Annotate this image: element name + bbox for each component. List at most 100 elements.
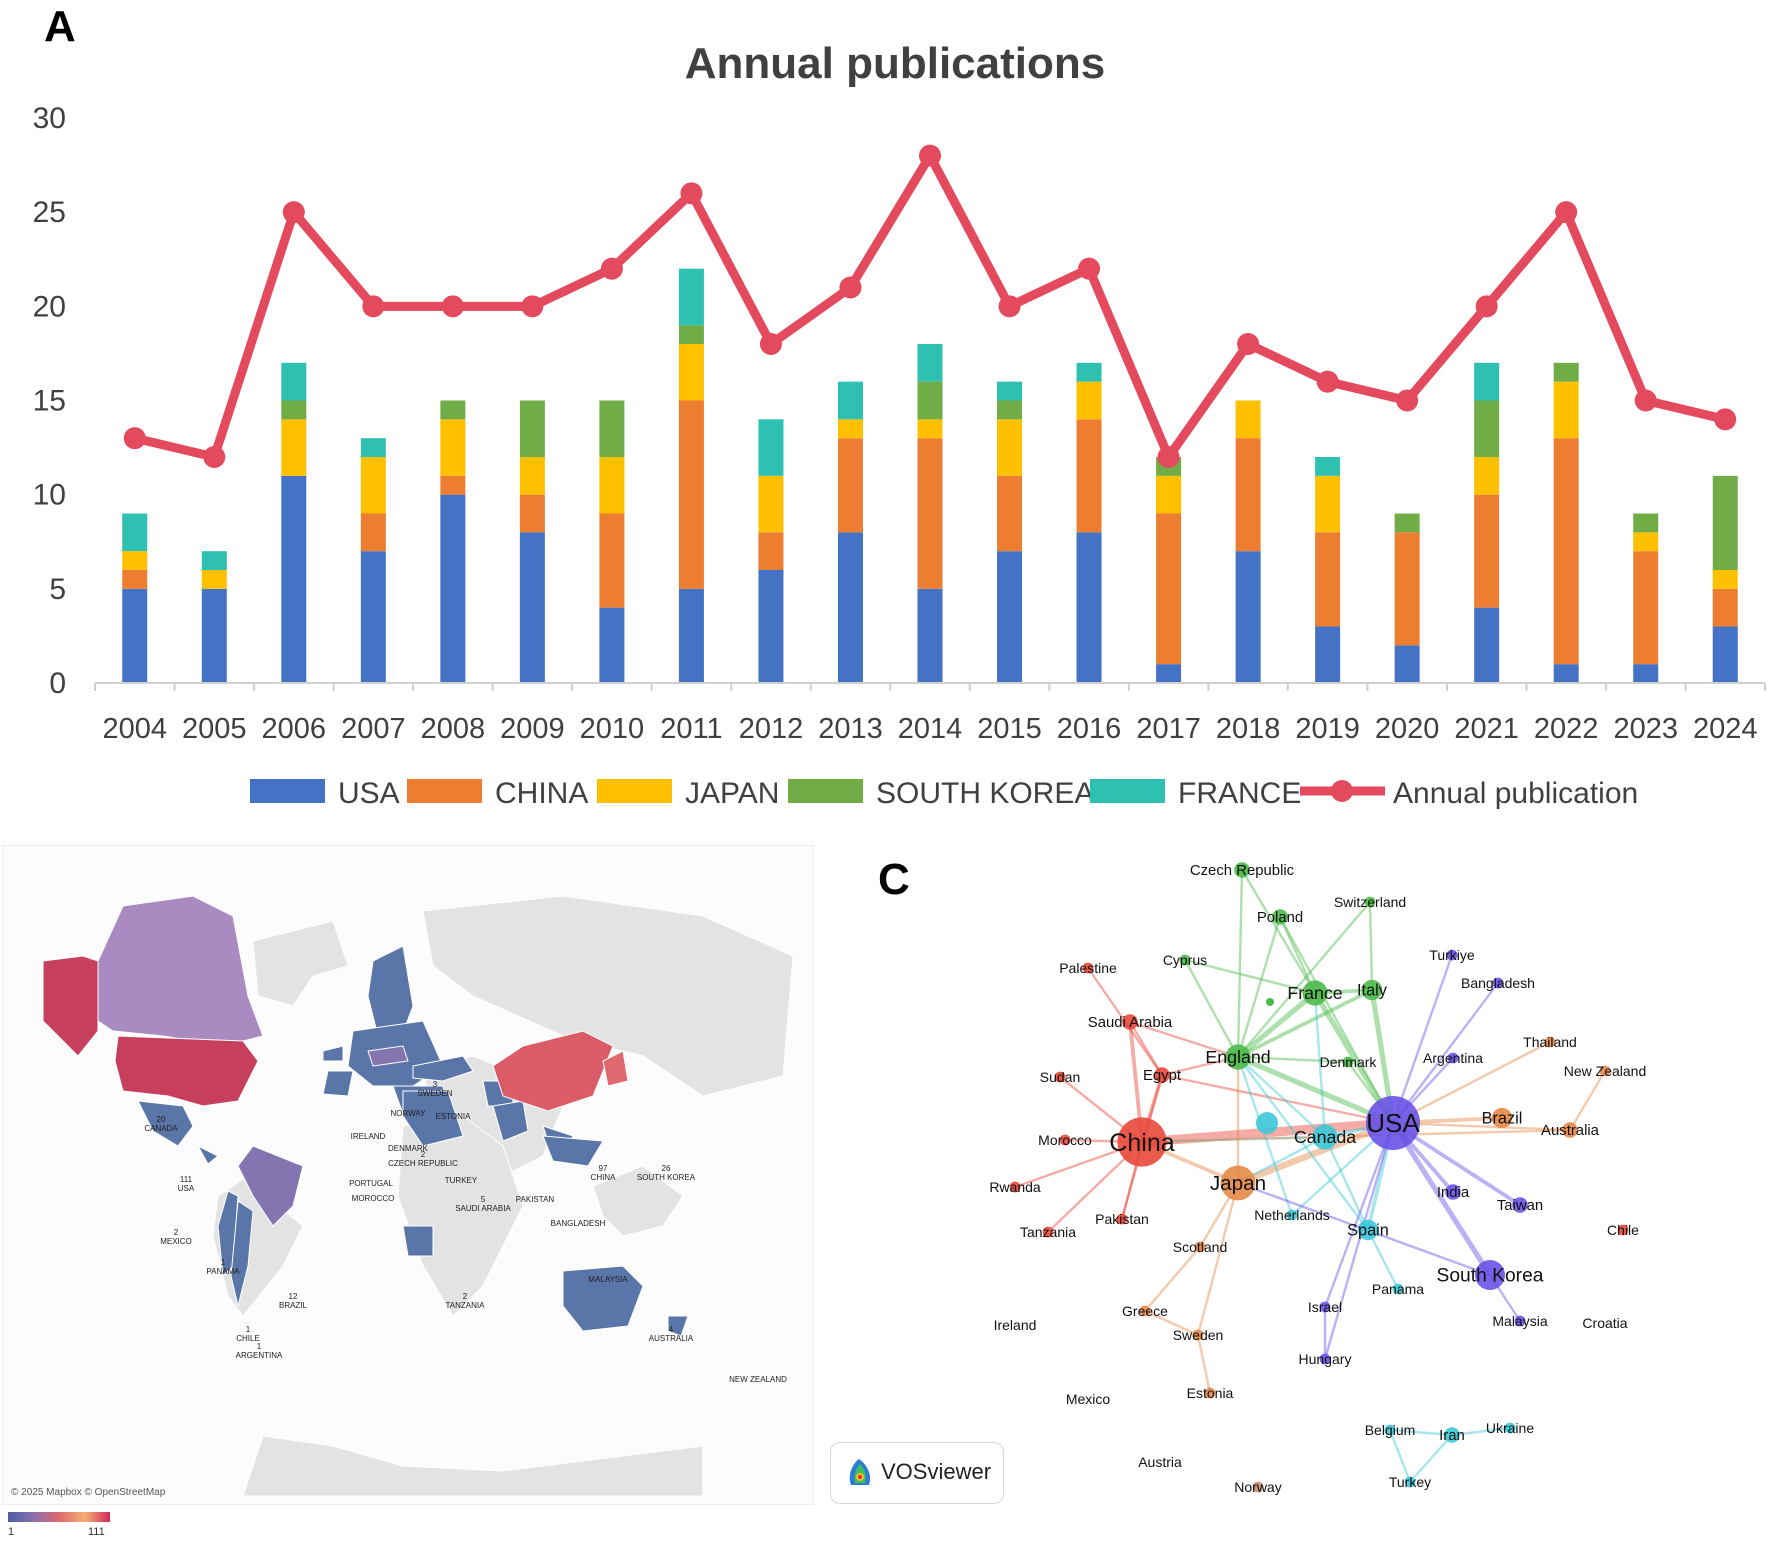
annual-publication-point <box>282 201 305 224</box>
network-node-label: Tanzania <box>1020 1224 1076 1240</box>
bar-segment-japan <box>758 475 784 533</box>
bar-segment-usa <box>519 532 545 683</box>
network-node-label: Mexico <box>1066 1391 1111 1407</box>
panel-letter-a: A <box>44 2 76 51</box>
bar-segment-usa <box>122 588 148 683</box>
bar-segment-south-korea <box>519 400 545 457</box>
network-node-label: Palestine <box>1059 960 1117 976</box>
network-edge <box>1236 1119 1395 1187</box>
y-tick-label: 25 <box>33 196 66 229</box>
network-node <box>1234 862 1250 878</box>
network-edge <box>1237 1055 1349 1064</box>
network-edge <box>1366 1229 1400 1290</box>
map-country-value: 1 <box>221 1258 226 1267</box>
map-colorbar <box>8 1512 110 1522</box>
network-node <box>1366 1096 1420 1150</box>
bar-segment-south-korea <box>1712 475 1738 570</box>
network-edge <box>1313 992 1327 1138</box>
bar-segment-france <box>997 381 1023 401</box>
network-node <box>1266 998 1274 1006</box>
bar-segment-japan <box>281 419 307 476</box>
network-node-label: India <box>1437 1185 1470 1201</box>
network-node <box>1319 1301 1331 1313</box>
bar-segment-china <box>678 400 704 589</box>
network-edge <box>1368 901 1374 991</box>
network-edge <box>1323 1136 1370 1231</box>
network-node <box>1562 1122 1578 1138</box>
bar-segment-japan <box>917 419 943 439</box>
bar-segment-japan <box>201 570 227 589</box>
x-tick-label: 2014 <box>898 713 963 745</box>
network-node <box>1256 1112 1278 1134</box>
network-node <box>1009 1181 1021 1193</box>
network-node-label: Czech Republic <box>1190 863 1295 879</box>
y-tick-label: 5 <box>49 573 66 606</box>
network-edge <box>1388 1429 1412 1483</box>
map-country-label: TANZANIA <box>446 1301 486 1310</box>
bar-segment-japan <box>360 457 386 514</box>
network-node <box>1042 1226 1054 1238</box>
map-country-label: NEW ZEALAND <box>729 1375 787 1384</box>
network-node-label: England <box>1205 1047 1270 1067</box>
bar-segment-usa <box>1315 626 1341 683</box>
network-edge <box>1323 1122 1395 1308</box>
network-node-label: Poland <box>1257 910 1303 926</box>
network-node <box>1512 1197 1528 1213</box>
network-node-label: USA <box>1366 1108 1420 1138</box>
network-node <box>1154 1067 1170 1083</box>
network-edge <box>1128 1021 1164 1076</box>
network-edge <box>1129 1020 1239 1059</box>
bar-segment-france <box>122 513 148 552</box>
bar-segment-france <box>360 438 386 457</box>
map-country-label: PORTUGAL <box>349 1179 393 1188</box>
bar-segment-japan <box>1633 532 1659 552</box>
network-edge <box>1161 1055 1239 1077</box>
network-node <box>1312 1124 1338 1150</box>
network-node-label: Australia <box>1541 1123 1600 1139</box>
bar-segment-japan <box>1474 457 1500 495</box>
bar-segment-usa <box>1474 607 1500 683</box>
legend-label: JAPAN <box>685 777 779 810</box>
bar-segment-usa <box>440 494 466 683</box>
x-tick-label: 2011 <box>660 713 722 745</box>
network-node <box>1194 1241 1206 1253</box>
map-country-value: 3 <box>433 1080 438 1089</box>
map-country-label: SAUDI ARABIA <box>455 1204 511 1213</box>
map-country-label: PAKISTAN <box>516 1195 555 1204</box>
vosviewer-label: VOSviewer <box>881 1459 992 1484</box>
x-tick-label: 2021 <box>1454 713 1519 745</box>
network-node <box>1054 1071 1066 1083</box>
network-node-label: Ukraine <box>1486 1420 1534 1436</box>
bar-segment-china <box>1156 513 1182 665</box>
network-node-label: Morocco <box>1038 1132 1092 1148</box>
bar-segment-japan <box>122 551 148 570</box>
annual-publication-point <box>759 333 782 355</box>
bar-segment-usa <box>1156 664 1182 683</box>
x-tick-label: 2010 <box>580 713 645 745</box>
bar-segment-south-korea <box>599 400 625 457</box>
annual-publication-point <box>600 257 623 280</box>
network-edge <box>1161 1073 1394 1125</box>
network-node-label: Austria <box>1138 1454 1182 1470</box>
map-country-label: MOROCCO <box>352 1194 395 1203</box>
network-node <box>1252 1481 1264 1493</box>
network-edge <box>1390 1121 1493 1277</box>
bar-segment-usa <box>1394 645 1420 683</box>
x-tick-label: 2017 <box>1136 713 1201 745</box>
bar-segment-usa <box>758 570 784 683</box>
bar-segment-france <box>758 419 784 476</box>
network-edge <box>1237 901 1371 1058</box>
bar-segment-south-korea <box>1474 400 1500 457</box>
world-map-canvas: 20CANADA111USA2MEXICO1PANAMA12BRAZIL1CHI… <box>42 895 794 1497</box>
network-node <box>1059 1134 1071 1146</box>
bar-segment-japan <box>678 344 704 401</box>
bar-segment-japan <box>1712 570 1738 589</box>
bar-segment-france <box>1315 457 1341 476</box>
network-node <box>1491 1107 1513 1129</box>
network-node-label: Malaysia <box>1492 1313 1547 1329</box>
annual-publication-point <box>1078 257 1101 280</box>
legend-swatch-china <box>407 779 482 803</box>
network-edge <box>1568 1070 1607 1131</box>
legend-swatch-japan <box>597 779 672 803</box>
network-node-label: Denmark <box>1320 1054 1378 1070</box>
